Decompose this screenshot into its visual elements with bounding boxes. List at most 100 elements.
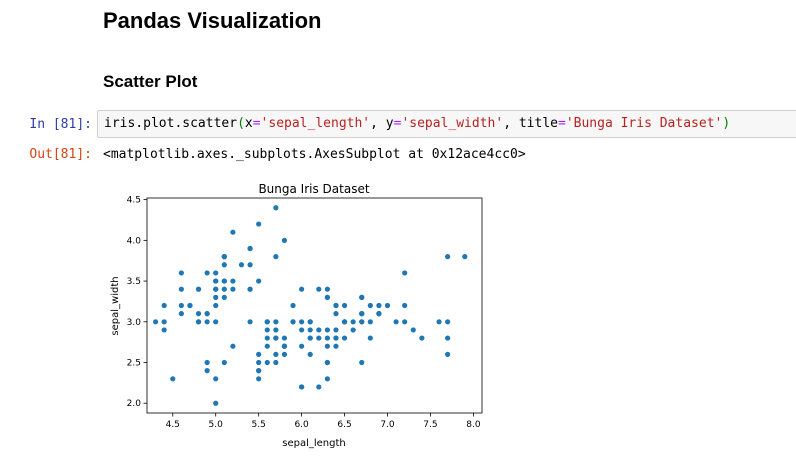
scatter-point <box>264 327 270 333</box>
scatter-point <box>273 319 279 325</box>
scatter-point <box>367 319 373 325</box>
scatter-point <box>445 319 451 325</box>
scatter-point <box>256 351 262 357</box>
code-input-area[interactable]: iris.plot.scatter(x='sepal_length', y='s… <box>97 110 796 138</box>
scatter-point <box>341 319 348 325</box>
section-heading: Scatter Plot <box>103 72 198 91</box>
scatter-point <box>281 351 288 357</box>
scatter-point <box>204 270 210 276</box>
scatter-point <box>178 311 184 317</box>
scatter-point <box>402 302 408 309</box>
scatter-point <box>170 376 176 382</box>
y-tick-label: 3.5 <box>127 277 141 287</box>
scatter-point <box>333 327 339 333</box>
scatter-point <box>230 343 236 349</box>
code-equals: = <box>393 116 402 131</box>
scatter-point <box>221 359 227 366</box>
y-tick-label: 4.0 <box>127 236 142 246</box>
scatter-point <box>324 286 330 292</box>
scatter-point <box>436 319 442 325</box>
scatter-point <box>316 286 322 292</box>
scatter-point <box>307 335 313 341</box>
scatter-point <box>256 376 262 382</box>
scatter-point <box>273 335 279 341</box>
axes-frame <box>146 197 483 414</box>
code-line: iris.plot.scatter(x='sepal_length', y='s… <box>104 116 730 131</box>
scatter-point <box>419 335 425 341</box>
scatter-point <box>195 311 202 317</box>
code-string: 'sepal_length' <box>260 116 371 131</box>
scatter-point <box>152 319 159 325</box>
scatter-point <box>316 384 322 390</box>
code-call: iris.plot.scatter <box>104 116 238 131</box>
scatter-point <box>462 254 468 260</box>
scatter-point <box>213 294 219 300</box>
scatter-point <box>221 294 227 300</box>
scatter-point <box>299 286 305 292</box>
code-arg-name: y <box>385 116 394 131</box>
scatter-point <box>204 368 210 374</box>
scatter-point <box>238 262 245 268</box>
scatter-point <box>213 270 219 276</box>
scatter-point <box>195 286 202 292</box>
code-comma: , <box>503 116 519 131</box>
scatter-point <box>264 343 270 349</box>
scatter-point <box>307 327 313 333</box>
code-equals: = <box>557 116 566 131</box>
x-tick-label: 6.5 <box>337 420 351 430</box>
y-tick-label: 3.0 <box>127 318 142 328</box>
scatter-point <box>359 311 365 317</box>
x-tick-label: 5.0 <box>209 420 224 430</box>
page-heading: Pandas Visualization <box>103 8 322 33</box>
x-tick-label: 5.5 <box>252 420 266 430</box>
scatter-point <box>367 302 373 309</box>
scatter-point <box>445 351 451 357</box>
scatter-point <box>350 319 356 325</box>
scatter-point <box>281 343 288 349</box>
code-equals: = <box>252 116 261 131</box>
scatter-point <box>307 351 313 357</box>
code-arg-name: title <box>518 116 558 131</box>
scatter-point <box>333 311 339 317</box>
y-tick-label: 2.5 <box>127 359 141 369</box>
scatter-point <box>161 327 167 333</box>
scatter-point <box>359 359 365 366</box>
scatter-point <box>204 319 210 325</box>
scatter-point <box>256 368 262 374</box>
scatter-point <box>204 311 210 317</box>
scatter-point <box>299 327 305 333</box>
scatter-point <box>178 270 184 276</box>
scatter-point <box>367 335 373 341</box>
scatter-point <box>213 319 219 325</box>
scatter-point <box>307 319 313 325</box>
scatter-point <box>316 335 322 341</box>
scatter-point <box>393 319 399 325</box>
scatter-point <box>264 359 270 366</box>
code-arg-name: x <box>244 116 253 131</box>
scatter-point <box>350 327 356 333</box>
scatter-point <box>402 319 408 325</box>
scatter-point <box>384 302 391 309</box>
x-tick-label: 8.0 <box>466 420 481 430</box>
scatter-point <box>273 359 279 366</box>
output-repr: <matplotlib.axes._subplots.AxesSubplot a… <box>103 147 526 162</box>
x-tick-label: 4.5 <box>166 420 180 430</box>
scatter-point <box>213 286 219 292</box>
code-string: 'sepal_width' <box>401 116 504 131</box>
scatter-point <box>445 335 451 341</box>
scatter-point <box>376 311 382 317</box>
scatter-point <box>256 359 262 366</box>
x-tick-label: 6.0 <box>294 420 309 430</box>
scatter-point <box>273 351 279 357</box>
scatter-point <box>324 294 330 300</box>
scatter-point <box>230 278 236 284</box>
scatter-point <box>204 359 210 366</box>
scatter-point <box>213 278 219 284</box>
scatter-point <box>341 302 348 309</box>
scatter-point <box>333 343 339 349</box>
scatter-point <box>195 319 202 325</box>
x-tick-label: 7.0 <box>380 420 395 430</box>
scatter-point <box>256 221 262 227</box>
chart-title: Bunga Iris Dataset <box>258 182 369 196</box>
scatter-point <box>230 286 236 292</box>
